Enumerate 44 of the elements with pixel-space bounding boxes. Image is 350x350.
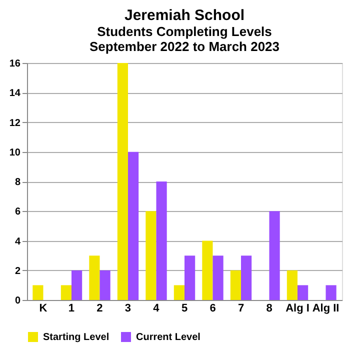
text: September 2022 to March 2023 xyxy=(89,39,280,54)
y-tick-label: 10 xyxy=(9,147,21,158)
bar xyxy=(298,285,308,300)
bar xyxy=(241,256,252,300)
bar xyxy=(71,270,82,300)
x-tick-label: 2 xyxy=(96,302,103,314)
y-tick-label: 6 xyxy=(14,206,21,218)
y-tick-label: 0 xyxy=(14,296,21,306)
bar xyxy=(286,270,298,300)
bar xyxy=(156,182,167,300)
bar xyxy=(117,63,128,300)
bar xyxy=(128,152,139,300)
y-tick-label: 8 xyxy=(14,177,21,188)
bar xyxy=(202,240,213,300)
bar xyxy=(100,270,110,300)
bar xyxy=(60,285,72,300)
x-tick-label: 8 xyxy=(266,302,272,314)
y-tick-label: 12 xyxy=(9,118,21,129)
x-tick-label: Alg I xyxy=(286,302,310,314)
bar xyxy=(230,270,241,300)
y-tick-label: 14 xyxy=(9,88,21,100)
y-tick-label: 16 xyxy=(9,58,21,70)
bar xyxy=(269,211,280,300)
x-tick-label: Alg II xyxy=(312,302,340,314)
bar xyxy=(146,211,156,300)
bar xyxy=(89,256,100,300)
y-tick-label: 4 xyxy=(14,236,21,248)
chart-title: Jeremiah School xyxy=(124,7,245,24)
x-tick-label: K xyxy=(39,302,48,314)
bar xyxy=(174,285,184,300)
legend-label: Starting Level xyxy=(43,332,110,343)
y-tick-label: 2 xyxy=(14,266,21,277)
x-tick-label: 6 xyxy=(210,302,216,314)
bar xyxy=(32,285,44,300)
legend-label: Current Level xyxy=(136,332,201,343)
bar xyxy=(212,256,224,300)
x-tick-label: 5 xyxy=(181,302,188,314)
x-tick-label: 4 xyxy=(153,302,160,314)
x-tick-label: 7 xyxy=(238,302,244,314)
bar xyxy=(184,256,196,300)
x-tick-label: 1 xyxy=(68,302,75,314)
bar xyxy=(326,285,336,300)
x-tick-label: 3 xyxy=(124,302,132,314)
text: Students Completing Levels xyxy=(97,24,272,39)
